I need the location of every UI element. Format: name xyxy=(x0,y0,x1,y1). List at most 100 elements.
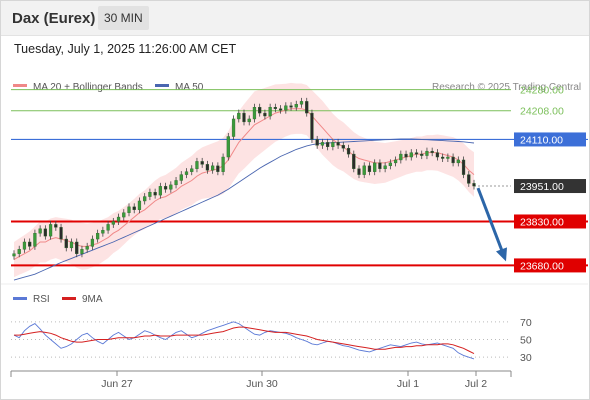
candle-body xyxy=(106,224,110,231)
candle-body xyxy=(362,165,366,175)
candle-body xyxy=(59,227,63,240)
candle-body xyxy=(352,153,356,169)
candle-body xyxy=(284,105,288,111)
candle-body xyxy=(28,241,32,247)
candle-body xyxy=(169,184,173,190)
candle-body xyxy=(116,216,121,222)
candle-body xyxy=(247,118,251,123)
candle-body xyxy=(326,142,330,147)
candle-body xyxy=(320,142,325,146)
candle-body xyxy=(211,165,215,171)
candle-body xyxy=(43,228,47,237)
candle-body xyxy=(414,152,419,155)
research-credit: Research © 2025 Trading Central xyxy=(432,82,581,93)
timeframe-badge[interactable]: 30 MIN xyxy=(98,6,149,30)
candle-body xyxy=(357,168,361,175)
candle-body xyxy=(90,238,95,247)
level-label-text: 24110.00 xyxy=(520,134,563,146)
candle-body xyxy=(174,180,178,186)
legend-ma50-swatch xyxy=(155,84,169,87)
candle-body xyxy=(221,156,225,172)
candle-body xyxy=(17,249,21,254)
legend-ma20-label: MA 20 + Bollinger Bands xyxy=(33,82,143,93)
candle-body xyxy=(127,206,131,213)
legend-ma50-label: MA 50 xyxy=(175,82,204,93)
rsi-grid: 70 50 30 xyxy=(11,317,532,364)
level-label-text: 23830.00 xyxy=(520,216,564,228)
candles xyxy=(12,97,476,260)
bollinger-band-area xyxy=(14,82,474,278)
candle-body xyxy=(38,228,42,234)
candle-body xyxy=(383,165,387,169)
candle-body xyxy=(399,153,403,161)
candle-body xyxy=(305,101,309,114)
candle-body xyxy=(273,107,277,109)
x-tick-label: Jul 1 xyxy=(397,378,419,390)
candle-body xyxy=(289,105,293,108)
candle-body xyxy=(137,200,142,210)
forecast-arrow-head xyxy=(496,247,507,262)
moving-averages xyxy=(13,108,475,281)
level-labels: 24280.00 24208.00 24110.00 23951.00 23830.00… xyxy=(514,85,586,273)
forecast-arrow-shaft xyxy=(476,187,505,254)
candle-body xyxy=(310,112,314,140)
level-label-text: 23680.00 xyxy=(520,260,564,272)
candle-body xyxy=(456,159,460,164)
candle-body xyxy=(430,150,434,153)
instrument-title: Dax (Eurex) xyxy=(12,10,96,27)
level-label-text: 24208.00 xyxy=(520,106,564,118)
level-label-box xyxy=(514,132,586,147)
candle-body xyxy=(367,165,372,172)
level-label-text: 23951.00 xyxy=(520,181,564,193)
forecast-arrow xyxy=(476,187,507,262)
candle-body xyxy=(435,152,440,158)
candle-body xyxy=(446,156,450,159)
candle-body xyxy=(278,108,283,111)
candle-body xyxy=(346,148,351,155)
candle-body xyxy=(231,118,236,137)
candle-body xyxy=(409,152,413,158)
candle-body xyxy=(451,156,455,164)
candle-body xyxy=(148,191,152,197)
candle-body xyxy=(195,161,199,169)
x-axis-ticks: Jun 27 Jun 30 Jul 1 Jul 2 xyxy=(101,371,487,390)
candle-body xyxy=(252,107,257,120)
chart-datetime: Tuesday, July 1, 2025 11:26:00 AM CET xyxy=(14,42,237,56)
rsi-ma-line xyxy=(14,326,475,355)
candle-body xyxy=(54,224,58,228)
rsi-lines xyxy=(13,321,475,360)
candle-body xyxy=(263,112,267,117)
candle-body xyxy=(132,206,136,210)
candle-body xyxy=(341,145,345,149)
candle-body xyxy=(153,191,157,196)
legend-rsi-label: RSI xyxy=(33,294,50,305)
candle-body xyxy=(111,221,115,225)
candle-body xyxy=(80,249,84,254)
candle-body xyxy=(388,162,392,167)
bollinger-band xyxy=(14,82,474,278)
candle-body xyxy=(378,162,382,169)
candle-body xyxy=(190,168,194,172)
candle-body xyxy=(242,112,246,123)
candle-body xyxy=(64,238,68,249)
level-label-box xyxy=(514,258,586,273)
candle-body xyxy=(85,246,89,250)
legend-9ma-label: 9MA xyxy=(82,294,103,305)
candle-body xyxy=(200,161,204,165)
candle-body xyxy=(472,183,476,187)
candle-body xyxy=(12,253,16,257)
rsi-tick-label: 70 xyxy=(520,317,532,329)
legend-9ma-swatch xyxy=(62,297,76,300)
candle-body xyxy=(237,112,241,120)
level-label-text: 24280.00 xyxy=(520,85,564,97)
candle-body xyxy=(96,232,100,240)
x-tick-label: Jun 27 xyxy=(101,378,133,390)
candle-body xyxy=(461,159,466,175)
level-label-box xyxy=(514,179,586,194)
candle-body xyxy=(101,230,105,234)
x-tick-label: Jun 30 xyxy=(246,378,278,390)
candle-body xyxy=(205,164,210,171)
candle-body xyxy=(226,136,230,158)
